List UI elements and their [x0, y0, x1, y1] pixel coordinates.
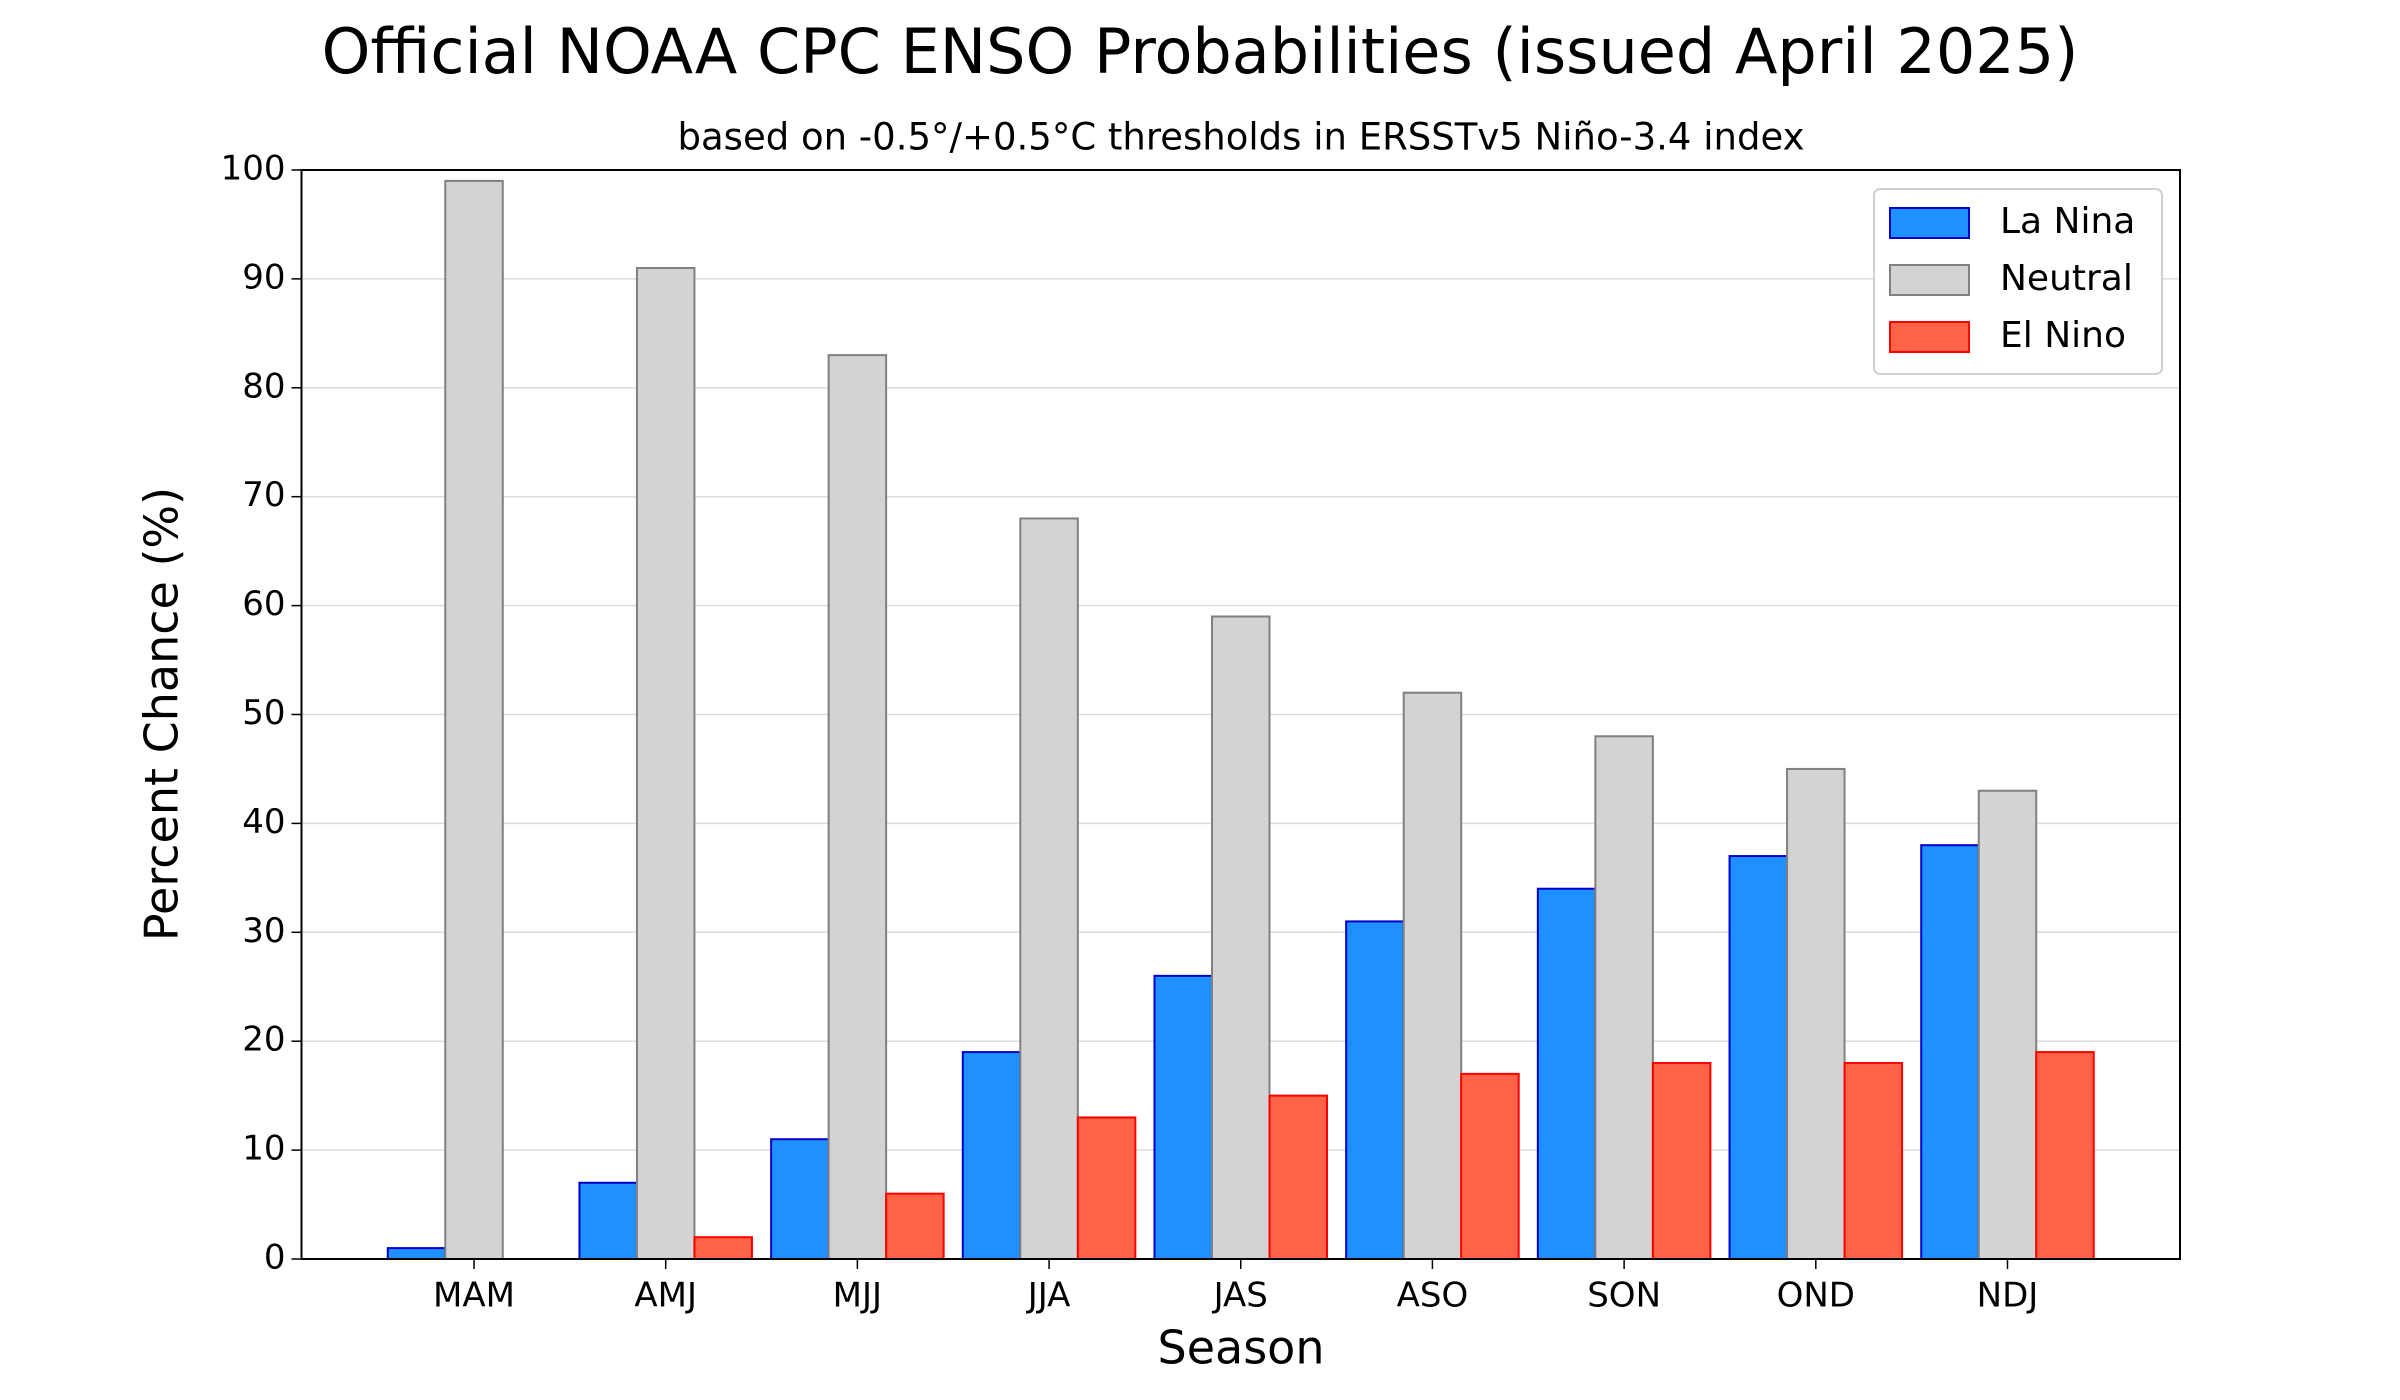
bar [770, 1138, 830, 1260]
chart-subtitle: based on -0.5°/+0.5°C thresholds in ERSS… [678, 116, 1805, 159]
legend: La Nina Neutral El Nino [1873, 188, 2163, 375]
bar [1153, 974, 1213, 1260]
y-tick-label: 0 [264, 1238, 286, 1278]
x-tick-label: NDJ [1977, 1276, 2039, 1316]
legend-swatch [1889, 207, 1970, 239]
bar [444, 179, 504, 1260]
x-tick-label: JAS [1212, 1276, 1268, 1316]
x-tick-label: SON [1587, 1276, 1661, 1316]
bar [1786, 767, 1846, 1260]
x-tick-label: MAM [433, 1276, 515, 1316]
bar [693, 1236, 753, 1260]
y-axis-label: Percent Chance (%) [135, 487, 189, 941]
bar [827, 354, 888, 1260]
bar [885, 1192, 945, 1261]
bar [578, 1181, 638, 1261]
bar [1019, 517, 1079, 1260]
bar [1594, 735, 1654, 1260]
bar [1402, 691, 1463, 1260]
x-tick-label: AMJ [634, 1276, 697, 1316]
x-tick-label: OND [1777, 1276, 1855, 1316]
bar [961, 1051, 1022, 1260]
bar [1920, 844, 1980, 1260]
x-tick-label: ASO [1397, 1276, 1469, 1316]
y-tick-label: 60 [242, 584, 285, 624]
legend-swatch [1889, 321, 1970, 353]
y-tick-label: 30 [242, 911, 285, 951]
bar [1728, 855, 1789, 1260]
x-tick-label: MJJ [833, 1276, 882, 1316]
bar [635, 267, 696, 1260]
y-tick-label: 80 [242, 366, 285, 406]
bar [1076, 1116, 1137, 1261]
y-tick-label: 40 [242, 802, 285, 842]
y-tick-label: 90 [242, 257, 285, 297]
y-tick-label: 10 [242, 1129, 285, 1169]
bar [1210, 615, 1271, 1260]
bar [1651, 1061, 1712, 1260]
y-tick-label: 100 [221, 149, 286, 189]
legend-label: El Nino [2000, 315, 2126, 356]
x-tick-label: JJA [1026, 1276, 1071, 1316]
bar [2035, 1051, 2095, 1260]
bar [1268, 1094, 1329, 1261]
legend-label: La Nina [2000, 201, 2135, 242]
bar [386, 1247, 447, 1260]
legend-label: Neutral [2000, 258, 2133, 299]
legend-swatch [1889, 264, 1970, 296]
y-tick-label: 20 [242, 1020, 285, 1060]
x-axis-label: Season [1158, 1321, 1325, 1375]
plot-frame [300, 169, 2181, 1260]
y-tick-label: 70 [242, 475, 285, 515]
chart-title: Official NOAA CPC ENSO Probabilities (is… [322, 15, 2079, 88]
bar [1977, 789, 2038, 1260]
y-tick-label: 50 [242, 693, 285, 733]
bar [1460, 1072, 1520, 1260]
bar [1843, 1061, 1904, 1260]
bar [1536, 887, 1597, 1260]
bar [1345, 920, 1405, 1260]
